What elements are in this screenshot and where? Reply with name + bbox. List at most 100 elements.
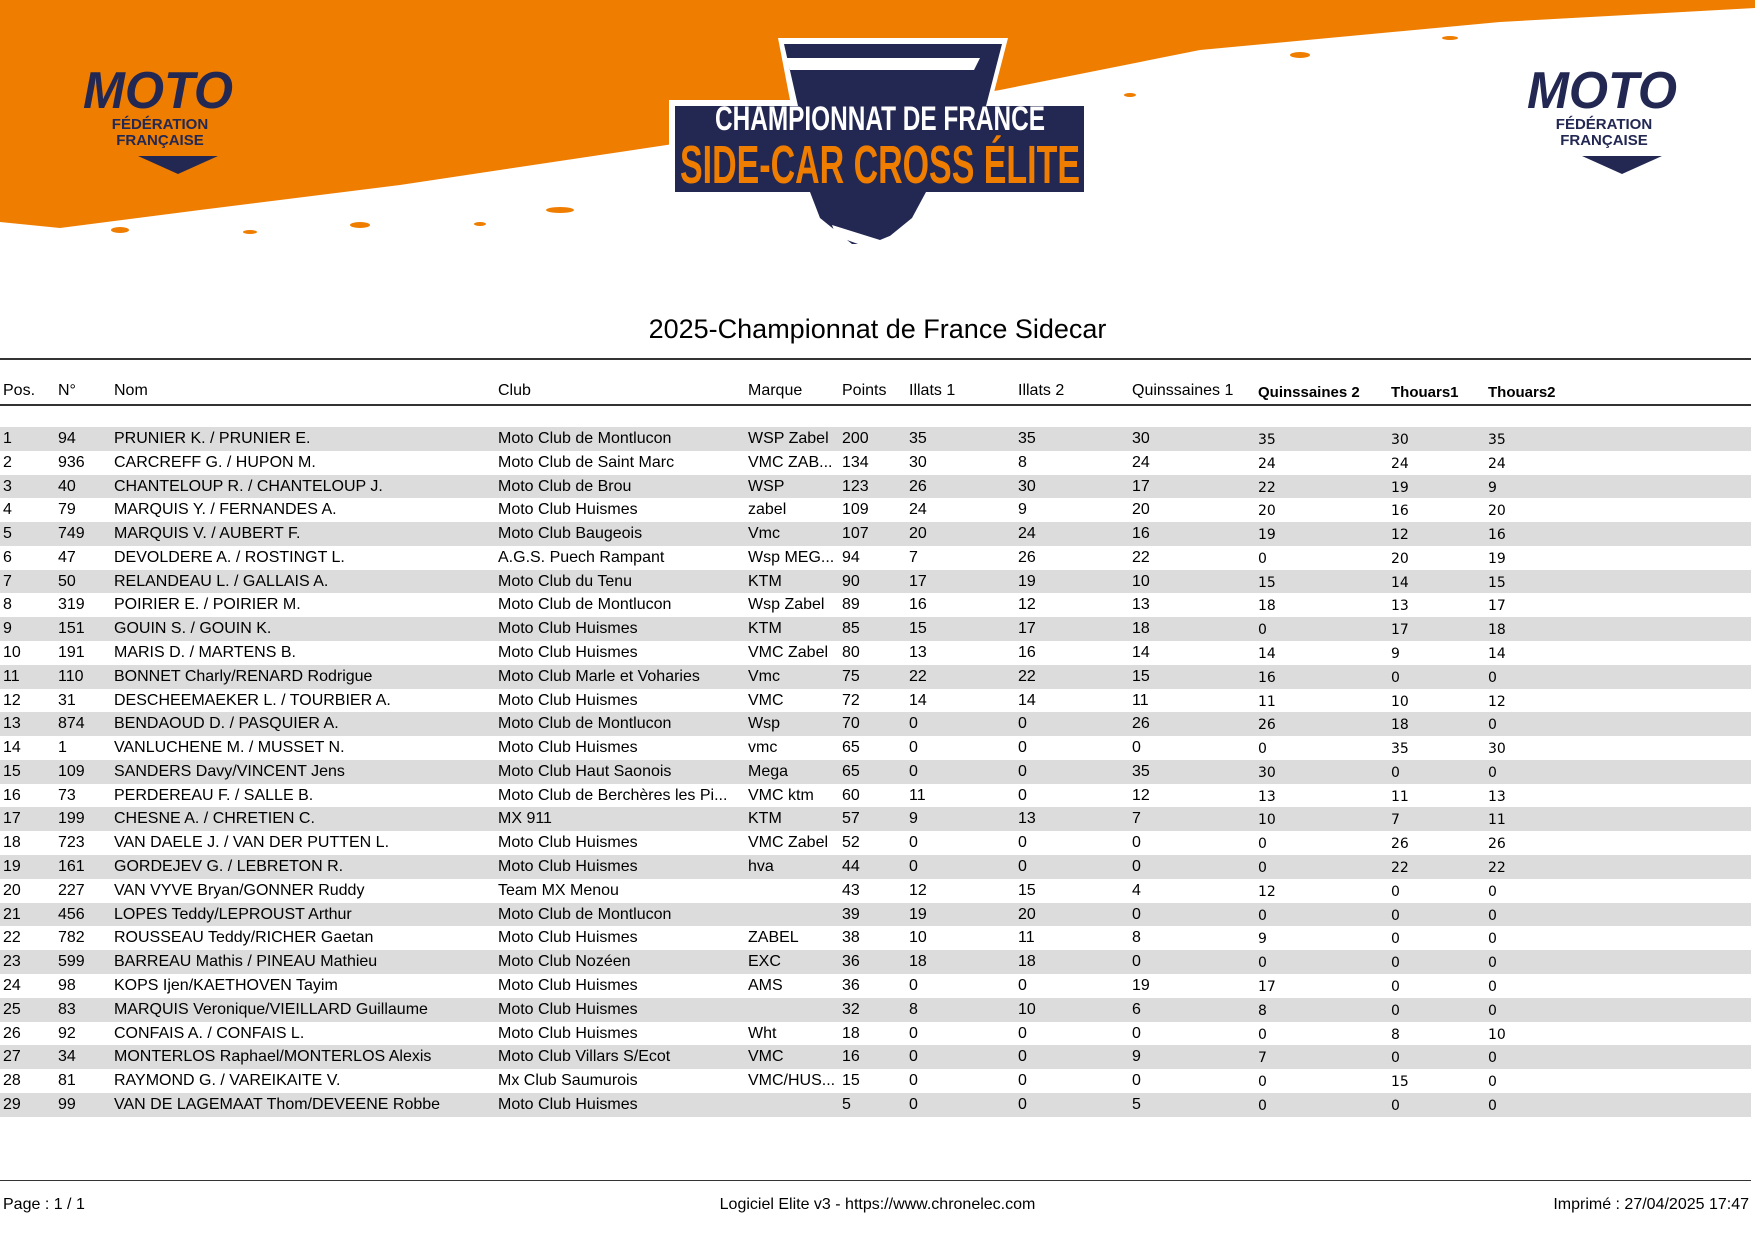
- cell-points: 70: [842, 715, 860, 733]
- cell-quinssaines2: 35: [1258, 432, 1276, 448]
- cell-quinssaines2: 8: [1258, 1002, 1267, 1019]
- cell-quinssaines1: 0: [1132, 1072, 1141, 1090]
- cell-thouars1: 0: [1391, 1002, 1400, 1019]
- cell-thouars1: 16: [1391, 503, 1409, 520]
- column-header-club: Club: [498, 382, 531, 399]
- cell-illats2: 35: [1018, 430, 1036, 447]
- cell-illats1: 30: [909, 453, 927, 471]
- cell-club: Moto Club de Montlucon: [498, 596, 672, 614]
- cell-illats2: 0: [1018, 1024, 1027, 1042]
- cell-points: 107: [842, 525, 869, 543]
- cell-number: 83: [58, 1000, 76, 1018]
- cell-thouars2: 13: [1488, 788, 1506, 805]
- cell-pos: 5: [3, 525, 12, 543]
- cell-brand: Wsp: [748, 715, 780, 733]
- cell-name: MARQUIS Veronique/VIEILLARD Guillaume: [114, 1000, 428, 1018]
- cell-illats1: 24: [909, 501, 927, 519]
- cell-illats1: 0: [909, 739, 918, 757]
- cell-name: PERDEREAU F. / SALLE B.: [114, 786, 314, 804]
- column-header-pos: Pos.: [3, 382, 36, 399]
- footer-divider: [0, 1180, 1751, 1181]
- cell-number: 319: [58, 596, 85, 614]
- cell-illats1: 0: [909, 1095, 918, 1113]
- cell-quinssaines2: 7: [1258, 1050, 1267, 1067]
- cell-quinssaines2: 0: [1258, 550, 1267, 567]
- cell-quinssaines1: 4: [1132, 881, 1141, 899]
- cell-thouars1: 15: [1391, 1074, 1409, 1091]
- cell-thouars1: 30: [1391, 432, 1409, 448]
- cell-club: Moto Club de Saint Marc: [498, 453, 675, 471]
- cell-thouars2: 24: [1488, 455, 1506, 472]
- cell-illats2: 20: [1018, 905, 1036, 923]
- cell-points: 5: [842, 1095, 851, 1113]
- cell-number: 98: [58, 976, 76, 994]
- table-row: 9 151 GOUIN S. / GOUIN K. Moto Club Huismes…: [0, 617, 1751, 642]
- cell-points: 72: [842, 691, 860, 709]
- cell-club: Moto Club Huismes: [498, 644, 638, 662]
- svg-text:FÉDÉRATION: FÉDÉRATION: [112, 116, 208, 133]
- cell-brand: Mega: [748, 762, 789, 780]
- cell-quinssaines1: 0: [1132, 1024, 1141, 1042]
- cell-brand: zabel: [748, 501, 787, 519]
- table-row: 20 227 VAN VYVE Bryan/GONNER Ruddy Team MX …: [0, 879, 1751, 903]
- cell-quinssaines2: 0: [1258, 1026, 1267, 1043]
- cell-club: Moto Club Huismes: [498, 834, 638, 852]
- cell-club: Mx Club Saumurois: [498, 1072, 638, 1090]
- cell-thouars2: 17: [1488, 598, 1506, 615]
- cell-illats2: 9: [1018, 501, 1027, 519]
- table-row: 4 79 MARQUIS Y. / FERNANDES A. Moto Club Hu…: [0, 498, 1751, 522]
- cell-thouars2: 0: [1488, 955, 1497, 972]
- cell-name: VAN DE LAGEMAAT Thom/DEVEENE Robbe: [114, 1095, 441, 1113]
- cell-club: Moto Club Huismes: [498, 1000, 638, 1018]
- cell-illats2: 17: [1018, 620, 1036, 638]
- cell-points: 89: [842, 596, 860, 614]
- cell-thouars2: 0: [1488, 717, 1497, 734]
- cell-points: 36: [842, 953, 860, 971]
- svg-text:FÉDÉRATION: FÉDÉRATION: [1556, 116, 1652, 133]
- cell-quinssaines1: 24: [1132, 453, 1150, 471]
- cell-points: 43: [842, 881, 860, 899]
- cell-quinssaines1: 6: [1132, 1000, 1141, 1018]
- cell-quinssaines1: 0: [1132, 834, 1141, 852]
- cell-illats1: 11: [909, 786, 926, 804]
- cell-quinssaines1: 5: [1132, 1095, 1141, 1113]
- cell-thouars2: 14: [1488, 646, 1506, 663]
- cell-club: Moto Club Huismes: [498, 620, 638, 638]
- cell-illats1: 10: [909, 929, 927, 947]
- table-row: 17 199 CHESNE A. / CHRETIEN C. MX 911 KTM 57 9…: [0, 807, 1751, 832]
- cell-thouars1: 18: [1391, 717, 1409, 734]
- cell-brand: VMC Zabel: [748, 834, 829, 852]
- cell-club: Moto Club Baugeois: [498, 525, 643, 543]
- header-banner: CHAMPIONNAT DE FRANCE SIDE-CAR CROSS ÉLI…: [0, 0, 1755, 252]
- cell-quinssaines1: 0: [1132, 739, 1141, 757]
- cell-thouars1: 26: [1391, 836, 1409, 853]
- cell-brand: Wsp MEG...: [748, 548, 835, 566]
- cell-name: BENDAOUD D. / PASQUIER A.: [114, 715, 339, 733]
- cell-name: ROUSSEAU Teddy/RICHER Gaetan: [114, 929, 374, 947]
- cell-illats1: 0: [909, 762, 918, 780]
- cell-pos: 6: [3, 548, 12, 566]
- cell-number: 109: [58, 762, 85, 780]
- cell-club: Moto Club du Tenu: [498, 572, 633, 590]
- cell-name: BARREAU Mathis / PINEAU Mathieu: [114, 953, 378, 971]
- column-header-points: Points: [842, 382, 887, 399]
- cell-name: DEVOLDERE A. / ROSTINGT L.: [114, 548, 345, 566]
- cell-club: Moto Club Huismes: [498, 929, 638, 947]
- cell-thouars2: 0: [1488, 1050, 1497, 1067]
- cell-quinssaines1: 10: [1132, 572, 1150, 590]
- table-row: 5 749 MARQUIS V. / AUBERT F. Moto Club Baug…: [0, 522, 1751, 546]
- cell-name: CONFAIS A. / CONFAIS L.: [114, 1024, 305, 1042]
- cell-illats1: 19: [909, 905, 927, 923]
- table-row: 24 98 KOPS Ijen/KAETHOVEN Tayim Moto Club H…: [0, 974, 1751, 998]
- cell-illats1: 9: [909, 810, 918, 828]
- cell-club: A.G.S. Puech Rampant: [498, 548, 665, 566]
- cell-club: Moto Club Haut Saonois: [498, 762, 672, 780]
- cell-number: 723: [58, 834, 85, 852]
- cell-number: 1: [58, 739, 67, 757]
- cell-points: 60: [842, 786, 860, 804]
- cell-club: Moto Club Villars S/Ecot: [498, 1048, 671, 1066]
- column-header-thouars1: Thouars1: [1391, 384, 1459, 401]
- svg-text:MOTO: MOTO: [1527, 62, 1677, 120]
- cell-illats1: 0: [909, 834, 918, 852]
- cell-points: 109: [842, 501, 869, 519]
